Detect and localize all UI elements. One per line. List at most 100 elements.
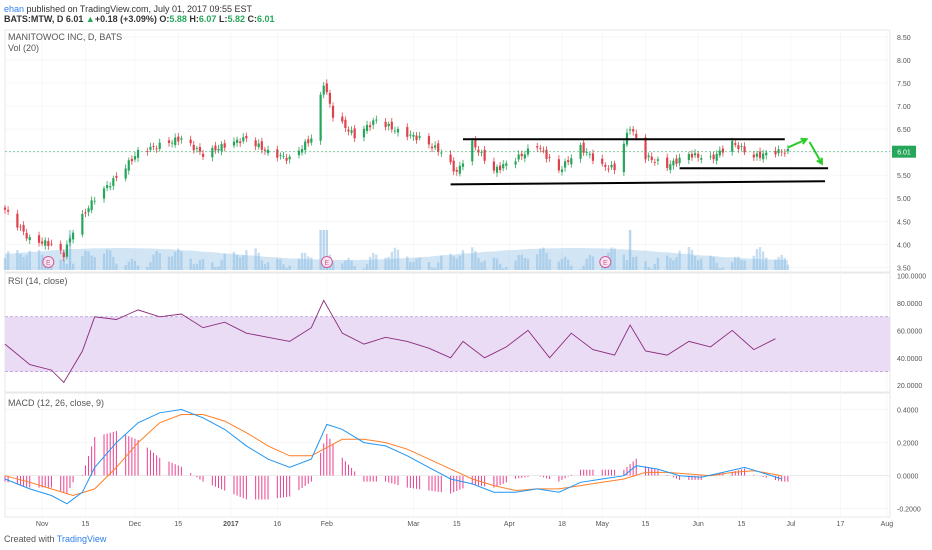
candle-body	[567, 160, 570, 163]
candle-body	[588, 154, 591, 155]
candle-body	[557, 159, 560, 171]
volume-bar	[761, 251, 765, 270]
arrow-down-head	[816, 157, 823, 166]
volume-bar	[81, 256, 84, 270]
author-link[interactable]: ehan	[4, 4, 25, 14]
price-pane[interactable]	[4, 29, 891, 273]
price-pane-title: MANITOWOC INC, D, BATS	[8, 32, 122, 42]
volume-bar	[152, 254, 155, 270]
candle-body	[90, 200, 93, 211]
volume-bar	[109, 250, 112, 270]
candle-body	[526, 148, 530, 155]
candle-body	[697, 153, 700, 158]
candle-body	[3, 207, 7, 210]
candle-body	[622, 143, 625, 173]
volume-bar	[71, 263, 75, 270]
volume-bar	[675, 257, 678, 270]
volume-bar	[563, 256, 567, 270]
candle-body	[560, 169, 564, 172]
volume-bar	[105, 249, 109, 270]
macd-tick-label: 0.2000	[897, 441, 919, 448]
volume-bar	[765, 257, 768, 270]
volume-bar	[353, 266, 356, 270]
candle-body	[71, 232, 75, 240]
candle-body	[480, 152, 483, 153]
volume-bar	[347, 258, 350, 270]
time-tick-label: Aug	[881, 521, 894, 528]
candle-body	[109, 186, 112, 188]
earnings-marker-label: E	[46, 260, 51, 267]
volume-bar	[177, 248, 180, 270]
macd-pane-title: MACD (12, 26, close, 9)	[8, 398, 104, 408]
candle-body	[288, 156, 291, 160]
volume-bar	[220, 260, 223, 270]
time-tick-label: Mar	[407, 521, 420, 528]
volume-bar	[384, 257, 387, 270]
volume-bar	[368, 256, 372, 270]
volume-bar	[127, 261, 130, 270]
candle-body	[87, 208, 90, 213]
volume-bar	[232, 251, 236, 270]
candle-body	[146, 151, 149, 152]
volume-bar	[777, 256, 780, 270]
candle-body	[752, 154, 755, 158]
volume-bar	[133, 260, 137, 270]
candle-body	[712, 154, 715, 160]
price-tick-label: 8.50	[897, 35, 911, 42]
volume-bar	[192, 264, 195, 270]
candle-body	[628, 129, 632, 131]
volume-bar	[709, 255, 712, 270]
volume-bar	[712, 256, 715, 270]
candle-body	[455, 169, 458, 172]
candle-body	[471, 140, 474, 162]
candle-body	[62, 252, 65, 258]
volume-bar	[542, 247, 545, 270]
volume-bar	[189, 258, 192, 270]
candle-body	[68, 238, 72, 243]
volume-bar	[721, 267, 725, 270]
time-tick-label: Apr	[504, 521, 516, 528]
candle-body	[375, 119, 378, 121]
price-tick-label: 4.50	[897, 219, 911, 226]
candle-body	[198, 147, 202, 152]
candle-body	[152, 146, 155, 147]
volume-bar	[774, 259, 777, 270]
time-tick-label: Nov	[36, 521, 49, 528]
volume-bar	[223, 253, 226, 270]
candle-body	[762, 153, 765, 160]
candle-body	[102, 188, 106, 199]
trendline-drawings[interactable]	[450, 137, 829, 186]
rsi-series	[4, 299, 890, 384]
candle-body	[307, 139, 310, 144]
volume-bar	[752, 255, 756, 270]
volume-bar	[536, 254, 539, 270]
volume-bar	[130, 258, 134, 270]
candle-body	[279, 155, 282, 156]
volume-bar	[700, 258, 703, 270]
candle-body	[545, 149, 548, 159]
tradingview-brand[interactable]: TradingView	[56, 534, 107, 544]
volume-bar	[341, 263, 344, 270]
macd-pane[interactable]	[4, 392, 891, 518]
candle-body	[217, 148, 220, 151]
earnings-marker-label: E	[603, 260, 608, 267]
candle-body	[285, 157, 288, 161]
volume-bar	[396, 249, 400, 270]
volume-bar	[523, 258, 527, 270]
volume-bar	[372, 252, 375, 270]
candle-body	[19, 226, 22, 228]
volume-bar	[477, 258, 480, 270]
candle-body	[328, 92, 332, 104]
candle-body	[610, 164, 613, 168]
volume-bar	[786, 264, 790, 270]
volume-bar	[520, 254, 523, 270]
candle-body	[322, 85, 325, 95]
macd-tick-label: -0.2000	[897, 507, 921, 514]
volume-bar	[455, 258, 458, 270]
volume-bar	[687, 247, 691, 270]
candle-body	[37, 235, 41, 243]
candle-body	[390, 121, 393, 130]
volume-bar	[498, 263, 502, 270]
volume-bar	[588, 254, 592, 270]
